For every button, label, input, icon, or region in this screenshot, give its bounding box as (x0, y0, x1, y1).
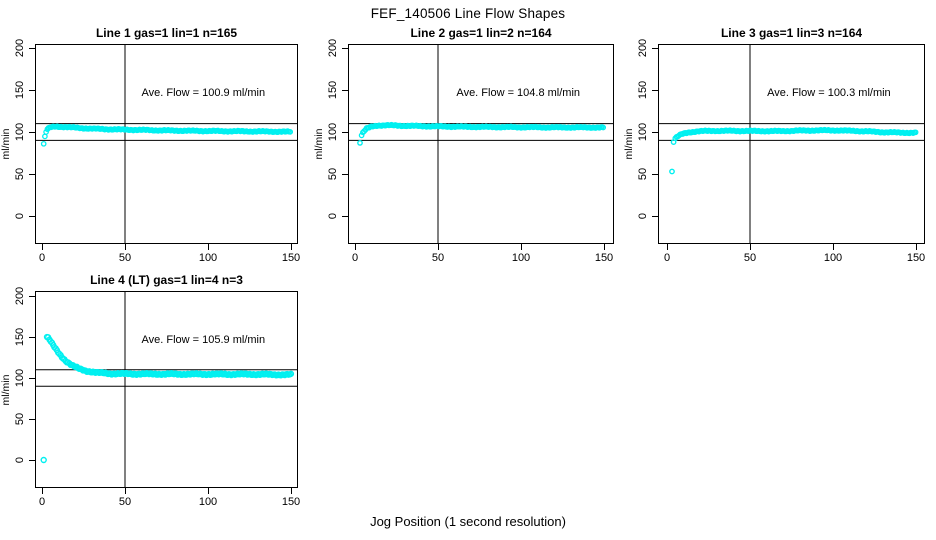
y-tick-label: 50 (327, 167, 339, 181)
x-tick (604, 244, 605, 250)
scatter-plot (658, 44, 925, 244)
x-tick (208, 488, 209, 494)
x-tick (833, 244, 834, 250)
data-points (40, 333, 295, 464)
x-tick-label: 50 (743, 252, 757, 264)
y-tick (342, 90, 348, 91)
y-tick (29, 216, 35, 217)
scatter-plot (35, 291, 298, 488)
y-tick (29, 48, 35, 49)
data-points (40, 123, 294, 147)
ave-flow-label: Ave. Flow = 100.3 ml/min (767, 87, 891, 99)
y-tick (29, 337, 35, 338)
x-tick (42, 488, 43, 494)
data-points (357, 121, 607, 146)
x-tick-label: 100 (198, 496, 218, 508)
y-tick-label: 150 (327, 80, 339, 100)
x-tick (125, 488, 126, 494)
x-tick-label: 150 (281, 496, 301, 508)
y-tick-label: 200 (14, 38, 26, 58)
y-tick-label: 200 (637, 38, 649, 58)
scatter-plot (35, 44, 298, 244)
x-axis-label: Jog Position (1 second resolution) (370, 514, 566, 529)
y-tick (342, 48, 348, 49)
y-tick (652, 132, 658, 133)
figure-title: FEF_140506 Line Flow Shapes (370, 6, 566, 21)
y-tick-label: 50 (637, 167, 649, 181)
y-tick-label: 100 (14, 122, 26, 142)
ave-flow-label: Ave. Flow = 105.9 ml/min (141, 334, 266, 346)
panel-title: Line 4 (LT) gas=1 lin=4 n=3 (90, 273, 243, 287)
x-tick (355, 244, 356, 250)
x-tick-label: 100 (823, 252, 843, 264)
y-axis-label: ml/min (0, 128, 12, 160)
y-tick (29, 132, 35, 133)
plot-area (348, 44, 614, 244)
scatter-plot (348, 44, 614, 244)
y-axis-label: ml/min (623, 128, 635, 160)
y-tick (652, 174, 658, 175)
x-tick (291, 488, 292, 494)
y-tick (652, 90, 658, 91)
y-tick (29, 378, 35, 379)
plot-area (658, 44, 925, 244)
panel-title: Line 2 gas=1 lin=2 n=164 (410, 26, 552, 40)
y-tick-label: 0 (14, 456, 26, 464)
y-tick (342, 132, 348, 133)
x-tick (438, 244, 439, 250)
y-tick (342, 174, 348, 175)
x-tick (291, 244, 292, 250)
x-tick (42, 244, 43, 250)
x-tick-label: 150 (281, 252, 301, 264)
x-tick-label: 50 (431, 252, 445, 264)
y-tick (652, 216, 658, 217)
y-tick-label: 100 (327, 122, 339, 142)
y-tick-label: 50 (14, 412, 26, 426)
y-tick (29, 174, 35, 175)
y-tick (29, 296, 35, 297)
panel-title: Line 3 gas=1 lin=3 n=164 (720, 26, 863, 40)
y-tick (29, 419, 35, 420)
y-axis-label: ml/min (313, 128, 325, 160)
y-tick-label: 200 (14, 286, 26, 306)
x-tick-label: 50 (118, 496, 132, 508)
x-tick-label: 100 (198, 252, 218, 264)
y-tick-label: 150 (637, 80, 649, 100)
y-tick (342, 216, 348, 217)
plot-area (35, 44, 298, 244)
panel-title: Line 1 gas=1 lin=1 n=165 (95, 26, 238, 40)
y-tick-label: 100 (637, 122, 649, 142)
x-tick-label: 150 (906, 252, 926, 264)
x-tick-label: 0 (351, 252, 359, 264)
y-tick (29, 460, 35, 461)
y-tick (29, 90, 35, 91)
y-tick-label: 150 (14, 80, 26, 100)
x-tick (667, 244, 668, 250)
y-tick (652, 48, 658, 49)
y-tick-label: 150 (14, 327, 26, 347)
ave-flow-label: Ave. Flow = 100.9 ml/min (141, 87, 266, 99)
y-axis-label: ml/min (0, 374, 12, 405)
x-tick-label: 150 (594, 252, 614, 264)
x-tick-label: 0 (38, 252, 46, 264)
x-tick-label: 100 (511, 252, 531, 264)
data-points (669, 126, 919, 175)
y-tick-label: 0 (637, 212, 649, 220)
x-tick-label: 0 (663, 252, 671, 264)
y-tick-label: 200 (327, 38, 339, 58)
y-tick-label: 50 (14, 167, 26, 181)
ave-flow-label: Ave. Flow = 104.8 ml/min (456, 87, 581, 99)
x-tick (208, 244, 209, 250)
x-tick (916, 244, 917, 250)
y-tick-label: 0 (14, 212, 26, 220)
y-tick-label: 100 (14, 368, 26, 388)
y-tick-label: 0 (327, 212, 339, 220)
x-tick (521, 244, 522, 250)
x-tick (750, 244, 751, 250)
plot-area (35, 291, 298, 488)
x-tick-label: 50 (118, 252, 132, 264)
x-tick (125, 244, 126, 250)
x-tick-label: 0 (38, 496, 46, 508)
